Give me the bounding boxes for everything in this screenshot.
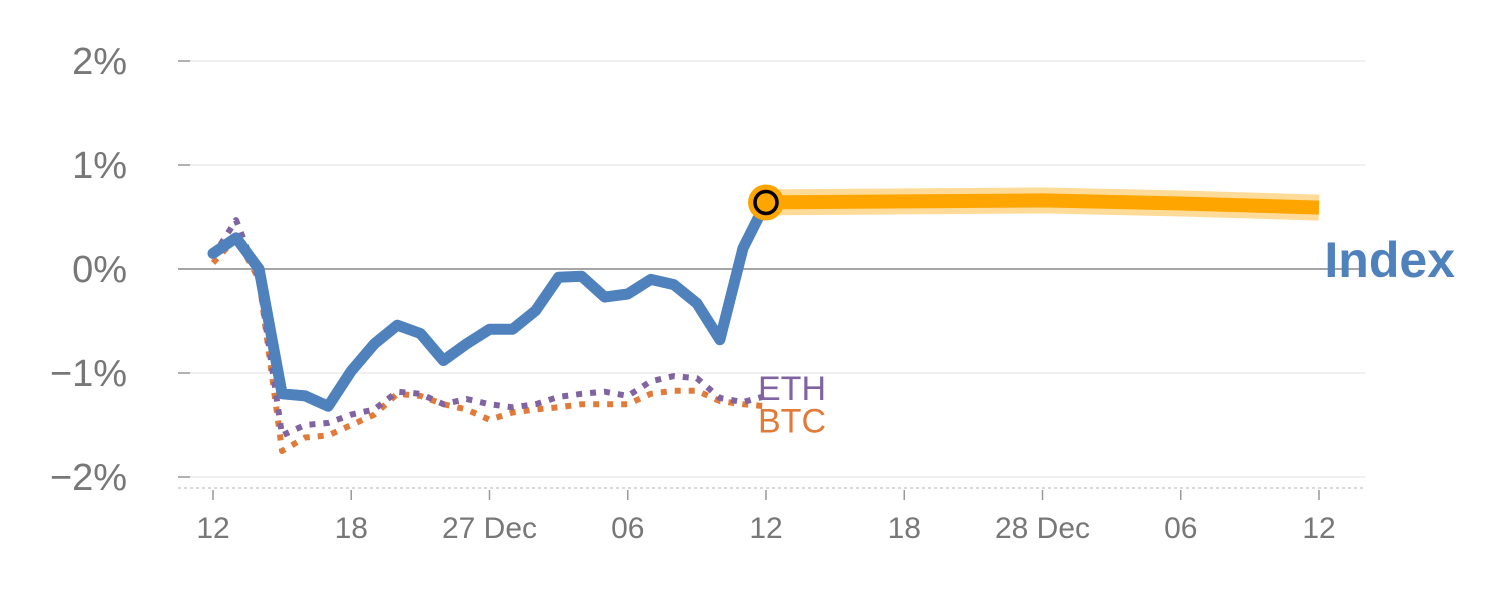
btc-label: BTC [758,402,826,440]
y-tick-label: −1% [50,353,127,395]
index-label: Index [1324,232,1455,288]
y-tick-label: 1% [72,145,127,187]
current-value-marker [748,184,784,221]
forecast-line [765,193,1320,215]
x-tick-label: 06 [611,512,644,545]
y-tick-label: 0% [72,249,127,291]
x-tick-label: 28 Dec [995,512,1090,545]
eth-line [210,217,767,439]
y-tick-label: −2% [50,457,127,499]
current-value-point [753,189,779,216]
x-tick-label: 06 [1164,512,1197,545]
y-axis: −2% −1% 0% 1% 2% [50,41,190,499]
x-axis: 12 18 27 Dec 06 12 18 28 Dec 06 12 [178,487,1365,545]
x-tick-label: 12 [196,512,229,545]
x-tick-label: 12 [1302,512,1335,545]
btc-line [210,234,767,454]
x-tick-label: 18 [888,512,921,545]
eth-label: ETH [758,370,826,408]
index-line [207,196,772,412]
x-tick-label: 18 [335,512,368,545]
y-tick-label: 2% [72,41,127,83]
series-lines [207,187,1320,454]
x-tick-label: 27 Dec [442,512,537,545]
series-labels: ETH BTC Index [758,232,1455,440]
x-tick-label: 12 [749,512,782,545]
grid-lines [178,60,1365,478]
